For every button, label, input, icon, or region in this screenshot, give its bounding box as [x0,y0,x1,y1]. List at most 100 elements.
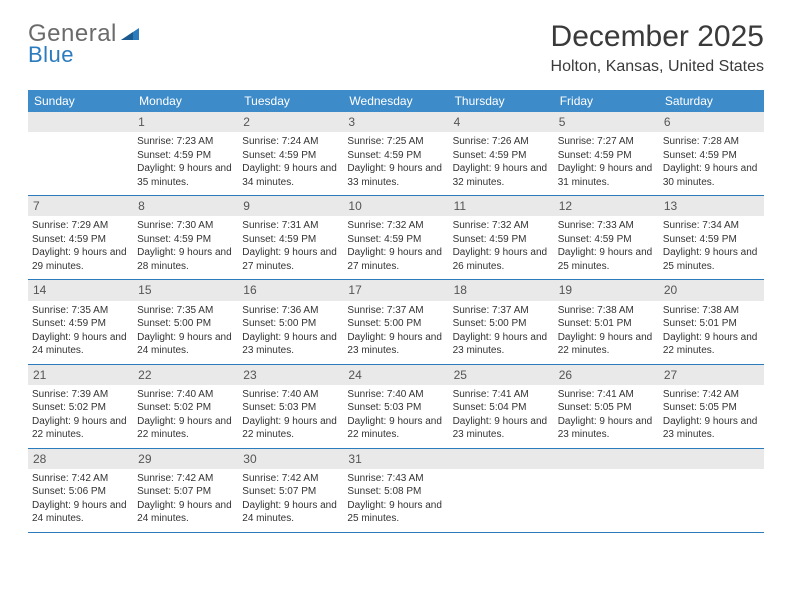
calendar-row: 14Sunrise: 7:35 AMSunset: 4:59 PMDayligh… [28,280,764,364]
sunrise-text: Sunrise: 7:41 AM [558,388,655,402]
weekday-header: Thursday [449,90,554,112]
daylight-text: Daylight: 9 hours and 23 minutes. [453,331,550,358]
day-info: Sunrise: 7:40 AMSunset: 5:03 PMDaylight:… [347,388,444,442]
day-number: 2 [238,112,343,132]
day-info: Sunrise: 7:42 AMSunset: 5:06 PMDaylight:… [32,472,129,526]
day-info: Sunrise: 7:32 AMSunset: 4:59 PMDaylight:… [453,219,550,273]
weekday-header: Friday [554,90,659,112]
sunrise-text: Sunrise: 7:34 AM [663,219,760,233]
day-number: 23 [238,365,343,385]
sunrise-text: Sunrise: 7:33 AM [558,219,655,233]
day-info: Sunrise: 7:24 AMSunset: 4:59 PMDaylight:… [242,135,339,189]
day-number: 8 [133,196,238,216]
day-info: Sunrise: 7:42 AMSunset: 5:05 PMDaylight:… [663,388,760,442]
sunset-text: Sunset: 5:00 PM [453,317,550,331]
daylight-text: Daylight: 9 hours and 25 minutes. [347,499,444,526]
calendar-day: 31 Sunrise: 7:43 AMSunset: 5:08 PMDayligh… [343,448,448,532]
daylight-text: Daylight: 9 hours and 24 minutes. [137,499,234,526]
day-number: 25 [449,365,554,385]
sunrise-text: Sunrise: 7:37 AM [347,304,444,318]
calendar-day: 18 Sunrise: 7:37 AMSunset: 5:00 PMDayligh… [449,280,554,364]
calendar-day: 16Sunrise: 7:36 AMSunset: 5:00 PMDayligh… [238,280,343,364]
sunrise-text: Sunrise: 7:38 AM [663,304,760,318]
day-info: Sunrise: 7:37 AMSunset: 5:00 PMDaylight:… [347,304,444,358]
daylight-text: Daylight: 9 hours and 23 minutes. [453,415,550,442]
sunrise-text: Sunrise: 7:28 AM [663,135,760,149]
sunset-text: Sunset: 4:59 PM [663,149,760,163]
brand-part2: Blue [28,42,74,67]
calendar-day: 11 Sunrise: 7:32 AMSunset: 4:59 PMDayligh… [449,196,554,280]
daylight-text: Daylight: 9 hours and 23 minutes. [663,415,760,442]
sunset-text: Sunset: 5:00 PM [347,317,444,331]
day-number: 16 [238,280,343,300]
sunset-text: Sunset: 5:08 PM [347,485,444,499]
sunrise-text: Sunrise: 7:35 AM [137,304,234,318]
sunrise-text: Sunrise: 7:41 AM [453,388,550,402]
sunset-text: Sunset: 5:02 PM [32,401,129,415]
calendar-day: 4Sunrise: 7:26 AMSunset: 4:59 PMDaylight… [449,112,554,196]
flag-icon [121,22,143,47]
day-number: 3 [343,112,448,132]
day-number: 29 [133,449,238,469]
sunrise-text: Sunrise: 7:35 AM [32,304,129,318]
sunrise-text: Sunrise: 7:26 AM [453,135,550,149]
daylight-text: Daylight: 9 hours and 24 minutes. [242,499,339,526]
daylight-text: Daylight: 9 hours and 22 minutes. [242,415,339,442]
weekday-header: Tuesday [238,90,343,112]
daylight-text: Daylight: 9 hours and 30 minutes. [663,162,760,189]
day-info: Sunrise: 7:23 AMSunset: 4:59 PMDaylight:… [137,135,234,189]
day-number: 11 [449,196,554,216]
day-number: 24 [343,365,448,385]
sunrise-text: Sunrise: 7:32 AM [453,219,550,233]
calendar-day: 28Sunrise: 7:42 AMSunset: 5:06 PMDayligh… [28,448,133,532]
day-info: Sunrise: 7:31 AMSunset: 4:59 PMDaylight:… [242,219,339,273]
daylight-text: Daylight: 9 hours and 27 minutes. [242,246,339,273]
calendar-empty [28,112,133,196]
sunset-text: Sunset: 4:59 PM [242,149,339,163]
day-number: 7 [28,196,133,216]
day-info: Sunrise: 7:34 AMSunset: 4:59 PMDaylight:… [663,219,760,273]
calendar-day: 13 Sunrise: 7:34 AMSunset: 4:59 PMDayligh… [659,196,764,280]
sunset-text: Sunset: 5:01 PM [558,317,655,331]
sunset-text: Sunset: 4:59 PM [32,233,129,247]
calendar-day: 10Sunrise: 7:32 AMSunset: 4:59 PMDayligh… [343,196,448,280]
daylight-text: Daylight: 9 hours and 26 minutes. [453,246,550,273]
sunset-text: Sunset: 5:05 PM [558,401,655,415]
sunrise-text: Sunrise: 7:42 AM [242,472,339,486]
calendar-day: 25 Sunrise: 7:41 AMSunset: 5:04 PMDayligh… [449,364,554,448]
weekday-header: Sunday [28,90,133,112]
day-number: 31 [343,449,448,469]
day-info: Sunrise: 7:35 AMSunset: 5:00 PMDaylight:… [137,304,234,358]
day-info: Sunrise: 7:37 AMSunset: 5:00 PMDaylight:… [453,304,550,358]
calendar-row: 1 Sunrise: 7:23 AMSunset: 4:59 PMDaylight… [28,112,764,196]
sunrise-text: Sunrise: 7:24 AM [242,135,339,149]
sunset-text: Sunset: 4:59 PM [347,149,444,163]
day-info: Sunrise: 7:41 AMSunset: 5:05 PMDaylight:… [558,388,655,442]
sunrise-text: Sunrise: 7:42 AM [137,472,234,486]
calendar-day: 29Sunrise: 7:42 AMSunset: 5:07 PMDayligh… [133,448,238,532]
day-info: Sunrise: 7:29 AMSunset: 4:59 PMDaylight:… [32,219,129,273]
calendar-day: 12Sunrise: 7:33 AMSunset: 4:59 PMDayligh… [554,196,659,280]
daylight-text: Daylight: 9 hours and 22 minutes. [558,331,655,358]
sunset-text: Sunset: 5:02 PM [137,401,234,415]
daylight-text: Daylight: 9 hours and 23 minutes. [347,331,444,358]
calendar-day: 2 Sunrise: 7:24 AMSunset: 4:59 PMDaylight… [238,112,343,196]
sunrise-text: Sunrise: 7:25 AM [347,135,444,149]
calendar-day: 20Sunrise: 7:38 AMSunset: 5:01 PMDayligh… [659,280,764,364]
daylight-text: Daylight: 9 hours and 27 minutes. [347,246,444,273]
sunset-text: Sunset: 4:59 PM [663,233,760,247]
calendar-empty [554,448,659,532]
day-number: 10 [343,196,448,216]
day-info: Sunrise: 7:41 AMSunset: 5:04 PMDaylight:… [453,388,550,442]
day-number: 13 [659,196,764,216]
location-text: Holton, Kansas, United States [551,58,764,76]
sunrise-text: Sunrise: 7:40 AM [347,388,444,402]
day-number: 1 [133,112,238,132]
calendar-day: 27Sunrise: 7:42 AMSunset: 5:05 PMDayligh… [659,364,764,448]
day-number: 17 [343,280,448,300]
day-number: 18 [449,280,554,300]
sunrise-text: Sunrise: 7:43 AM [347,472,444,486]
calendar-table: SundayMondayTuesdayWednesdayThursdayFrid… [28,90,764,533]
calendar-day: 19Sunrise: 7:38 AMSunset: 5:01 PMDayligh… [554,280,659,364]
sunset-text: Sunset: 4:59 PM [347,233,444,247]
